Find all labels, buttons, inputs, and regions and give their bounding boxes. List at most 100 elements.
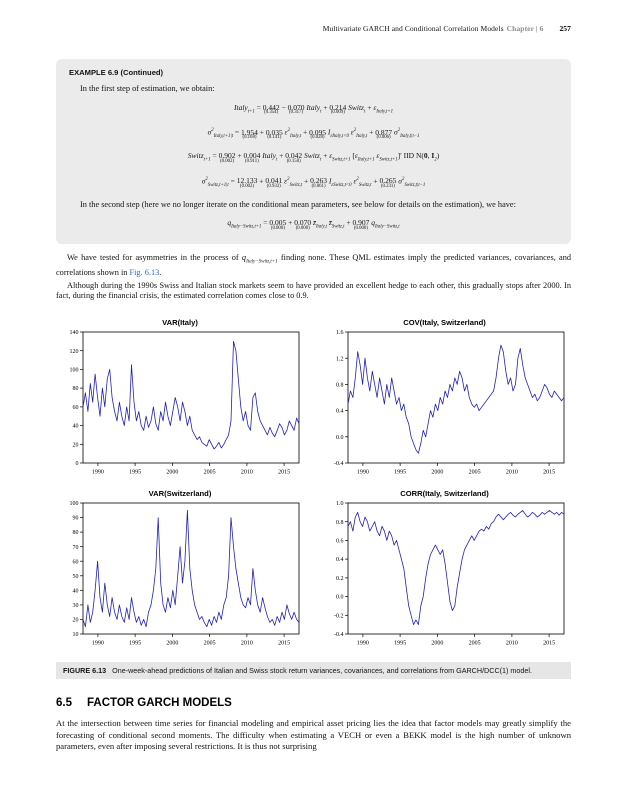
y-tick-label: 0 bbox=[76, 461, 79, 467]
math-text: Italy bbox=[260, 151, 276, 161]
coefficient: 0.877 (0.006) bbox=[375, 127, 393, 141]
section-title: FACTOR GARCH MODELS bbox=[87, 697, 232, 710]
math-text: q bbox=[369, 218, 375, 228]
math-operator: + bbox=[235, 151, 244, 161]
y-tick-label: 0.2 bbox=[336, 576, 344, 582]
math-operator: + bbox=[344, 218, 353, 228]
math-text: Switz bbox=[187, 151, 204, 161]
y-tick-label: 60 bbox=[73, 559, 79, 565]
x-tick-label: 1990 bbox=[92, 640, 104, 646]
math-subscript: t bbox=[275, 157, 278, 163]
chart-svg: 10 20 30 40 50 60 70 80 90 100 1990 1995 2000 2005 201… bbox=[70, 501, 300, 646]
math-operator: + bbox=[367, 127, 376, 137]
math-bold: I bbox=[431, 151, 435, 161]
y-tick-label: 120 bbox=[70, 349, 79, 355]
y-tick-label: 20 bbox=[73, 442, 79, 448]
math-operator: ]′ IID N( bbox=[397, 151, 424, 161]
x-tick-label: 2000 bbox=[166, 469, 178, 475]
x-tick-label: 2000 bbox=[166, 640, 178, 646]
coefficient: 0.041 (0.933) bbox=[265, 176, 283, 189]
math-text: I bbox=[325, 127, 331, 137]
standard-error: (0.009) bbox=[330, 110, 345, 116]
y-tick-label: 0.8 bbox=[336, 520, 344, 526]
math-q: q bbox=[241, 252, 247, 262]
math-text: ε bbox=[351, 176, 357, 186]
standard-error: (0.933) bbox=[266, 183, 281, 189]
math-superscript: 2 bbox=[211, 128, 214, 134]
y-tick-label: 0.0 bbox=[336, 594, 344, 600]
x-tick-label: 2015 bbox=[543, 640, 555, 646]
example-title: EXAMPLE 6.9 (Continued) bbox=[69, 68, 164, 77]
x-tick-label: 1995 bbox=[394, 640, 406, 646]
page-number: 257 bbox=[559, 24, 571, 33]
math-text: ε bbox=[282, 176, 288, 186]
math-subscript: Switz,t+1|t bbox=[207, 182, 229, 188]
chart-panel-var-italy: VAR(Italy) 0 20 40 60 80 100 120 140 1990 1995 200… bbox=[56, 318, 304, 481]
math-subscript: t+1 bbox=[247, 109, 255, 115]
math-text: Switz bbox=[302, 151, 320, 161]
math-subscript: Italy,t bbox=[356, 134, 368, 140]
standard-error: (0.000) bbox=[353, 225, 368, 231]
y-tick-label: 70 bbox=[73, 545, 79, 551]
data-series-line bbox=[82, 340, 300, 450]
example-paragraph-1: In the first step of estimation, we obta… bbox=[80, 84, 215, 93]
coefficient: 0.070 (0.000) bbox=[294, 218, 312, 231]
math-subscript: Switz,t bbox=[289, 182, 303, 188]
math-operator: + bbox=[301, 127, 310, 137]
chart-panel-corr: CORR(Italy, Switzerland) -0.4 -0.2 0.0 0.2 0… bbox=[321, 489, 569, 652]
math-subscript: Italy,t+1 bbox=[376, 109, 393, 115]
coefficient: 0.902 (0.002) bbox=[218, 151, 236, 164]
standard-error: (0.317) bbox=[289, 110, 303, 116]
chart-svg: 0 20 40 60 80 100 120 140 1990 1995 2000 2005 2010 20… bbox=[70, 330, 300, 475]
math-bold: 0 bbox=[423, 151, 428, 161]
y-tick-label: 40 bbox=[73, 423, 79, 429]
math-operator: = bbox=[261, 218, 270, 228]
math-text: ε bbox=[282, 127, 288, 137]
math-text: σ bbox=[392, 127, 398, 137]
x-tick-label: 2010 bbox=[505, 469, 517, 475]
y-tick-label: 0.8 bbox=[336, 382, 344, 388]
coefficient: 0.265 (0.231) bbox=[379, 176, 397, 189]
x-tick-label: 2015 bbox=[543, 469, 555, 475]
data-series-line bbox=[82, 509, 300, 627]
x-axis: 1990 1995 2000 2005 2010 2015 bbox=[92, 633, 290, 646]
math-subscript: εSwitz,t<0 bbox=[331, 182, 352, 188]
chart-var-italy: 0 20 40 60 80 100 120 140 1990 1995 2000 2005 2010 20… bbox=[56, 328, 304, 481]
plot-frame bbox=[82, 331, 300, 464]
y-tick-label: 0.0 bbox=[336, 435, 344, 441]
math-superscript: 2 bbox=[356, 176, 359, 182]
plot-frame bbox=[347, 331, 564, 464]
math-text: ε bbox=[376, 151, 380, 161]
math-operator: + bbox=[321, 102, 330, 112]
standard-error: (0.911) bbox=[244, 158, 259, 164]
math-text: ε bbox=[354, 151, 358, 161]
x-axis: 1990 1995 2000 2005 2010 2015 bbox=[356, 633, 555, 646]
y-tick-label: -0.2 bbox=[334, 613, 344, 619]
math-operator: = bbox=[228, 176, 237, 186]
x-tick-label: 2000 bbox=[431, 469, 443, 475]
chart-title: VAR(Switzerland) bbox=[148, 488, 212, 498]
coefficient: 0.070 (0.317) bbox=[287, 102, 305, 116]
y-axis: 0 20 40 60 80 100 120 140 bbox=[70, 330, 83, 467]
math-subscript: t bbox=[320, 109, 322, 115]
chart-corr-italy-switzerland: -0.4 -0.2 0.0 0.2 0.4 0.6 0.8 1.0 1990 1995 2000 20… bbox=[321, 499, 569, 652]
x-tick-label: 1990 bbox=[92, 469, 104, 475]
coefficient: 0.005 (0.000) bbox=[269, 218, 287, 231]
math-subscript: Switz,t bbox=[358, 182, 372, 188]
fig-6-13-link[interactable]: Fig. 6.13 bbox=[129, 267, 160, 277]
math-subscript: t bbox=[363, 109, 366, 115]
math-operator: ) bbox=[436, 151, 440, 161]
equations-step1: Italyt+1 = 0.442 (0.354) − 0.070 (0.317) I… bbox=[69, 103, 558, 190]
math-superscript: 2 bbox=[397, 128, 401, 134]
x-tick-label: 2015 bbox=[278, 640, 290, 646]
math-operator: + bbox=[365, 102, 374, 112]
y-tick-label: 1.0 bbox=[336, 501, 344, 507]
math-text: Italy bbox=[304, 102, 321, 112]
coefficient: 0.907 (0.000) bbox=[352, 218, 370, 231]
y-tick-label: 40 bbox=[73, 588, 79, 594]
x-tick-label: 2015 bbox=[278, 469, 290, 475]
math-operator: + bbox=[257, 176, 266, 186]
y-tick-label: 100 bbox=[70, 501, 79, 507]
math-text: σ bbox=[396, 176, 402, 186]
standard-error: (0.006) bbox=[376, 135, 391, 141]
